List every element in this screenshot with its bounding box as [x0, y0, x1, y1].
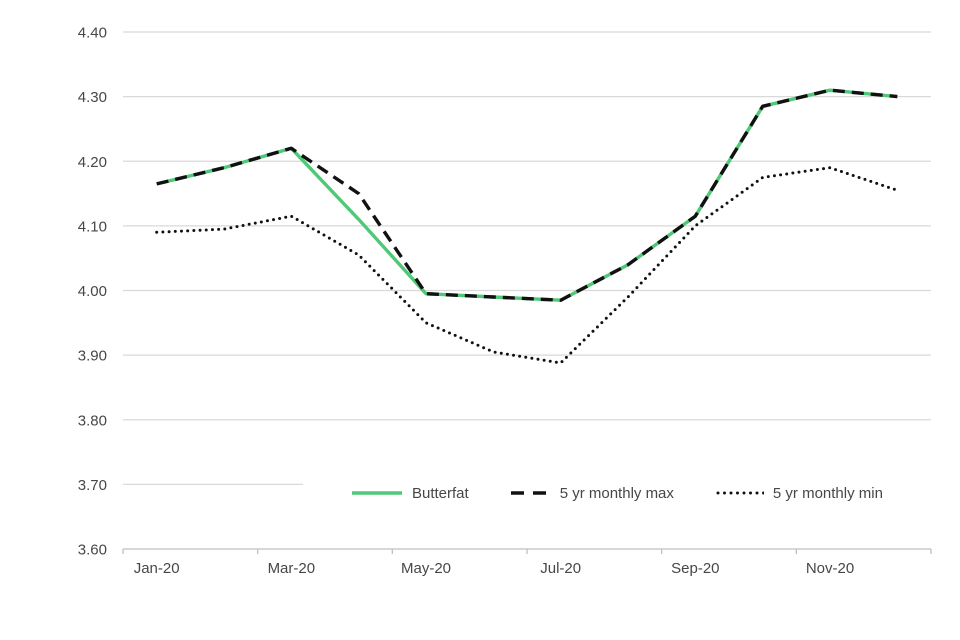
y-tick-label: 3.90 — [78, 348, 107, 365]
legend-label-min: 5 yr monthly min — [772, 484, 883, 502]
legend-label-butterfat: Butterfat — [412, 484, 469, 502]
y-tick-label: 4.20 — [78, 154, 107, 171]
legend-item-butterfat: Butterfat — [351, 485, 469, 502]
y-tick-label: 3.80 — [78, 412, 107, 429]
legend-item-min: 5 yr monthly min — [716, 485, 883, 502]
legend-item-max: 5 yr monthly max — [510, 484, 674, 502]
x-tick-label: Jul-20 — [540, 560, 581, 577]
series-line-5-yr-monthly-max — [156, 88, 898, 302]
x-tick-label: Mar-20 — [268, 560, 316, 577]
dotted-line-swatch-icon — [716, 491, 764, 495]
series-line-butterfat — [156, 88, 898, 302]
solid-line-swatch-icon — [352, 491, 402, 495]
x-tick-label: May-20 — [401, 560, 451, 577]
y-tick-label: 4.40 — [78, 25, 107, 42]
legend-label-max: 5 yr monthly max — [559, 484, 674, 502]
dashed-line-swatch-icon — [510, 491, 551, 495]
x-tick-label: Nov-20 — [806, 560, 854, 577]
y-tick-label: 3.70 — [78, 477, 107, 494]
y-tick-label: 4.10 — [78, 218, 107, 235]
y-tick-label: 3.60 — [78, 542, 107, 559]
legend: Butterfat 5 yr monthly max 5 yr monthly … — [345, 480, 889, 506]
x-tick-label: Jan-20 — [134, 560, 180, 577]
y-tick-label: 4.00 — [78, 283, 107, 300]
series-line-5-yr-monthly-min — [155, 166, 899, 365]
x-tick-label: Sep-20 — [671, 560, 719, 577]
y-tick-label: 4.30 — [78, 89, 107, 106]
